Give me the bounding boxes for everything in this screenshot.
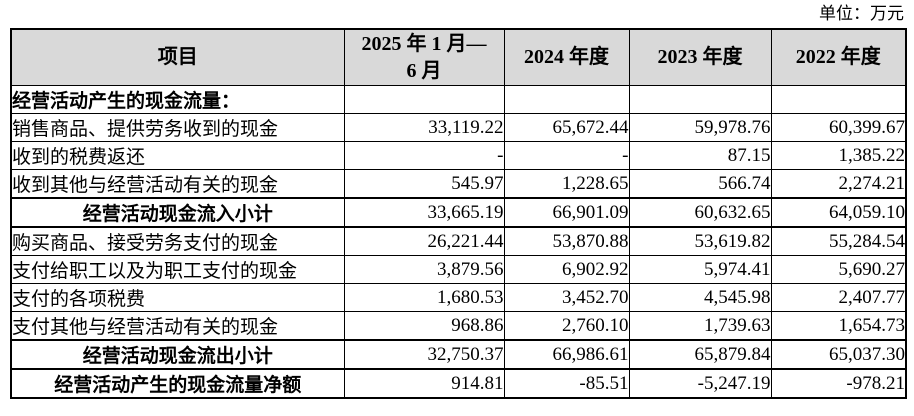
row-value: 55,284.54 xyxy=(770,226,907,256)
row-value: 60,399.67 xyxy=(770,113,907,142)
row-value: 60,632.65 xyxy=(628,197,772,228)
table-row: 经营活动产生的现金流量： xyxy=(10,85,907,114)
row-value: -85.51 xyxy=(503,368,630,399)
row-value: 5,974.41 xyxy=(628,255,772,284)
row-value xyxy=(628,85,772,114)
table-row: 经营活动现金流出小计 32,750.37 66,986.61 65,879.84 65,… xyxy=(10,339,907,370)
table-row: 经营活动现金流入小计 33,665.19 66,901.09 60,632.65 64,… xyxy=(10,197,907,228)
row-label: 收到其他与经营活动有关的现金 xyxy=(10,169,345,199)
row-label: 经营活动产生的现金流量净额 xyxy=(10,368,345,399)
row-value: 1,654.73 xyxy=(770,311,907,341)
row-value: -5,247.19 xyxy=(628,368,772,399)
row-label: 支付给职工以及为职工支付的现金 xyxy=(10,255,345,284)
row-value: - xyxy=(343,141,505,170)
row-label: 销售商品、提供劳务收到的现金 xyxy=(10,113,345,142)
row-value: 53,870.88 xyxy=(503,226,630,256)
row-value: 2,274.21 xyxy=(770,169,907,199)
row-value: 33,665.19 xyxy=(343,197,505,228)
row-value xyxy=(503,85,630,114)
row-value xyxy=(343,85,505,114)
row-value: -978.21 xyxy=(770,368,907,399)
row-value: 545.97 xyxy=(343,169,505,199)
row-value: 2,407.77 xyxy=(770,283,907,312)
row-value: 53,619.82 xyxy=(628,226,772,256)
column-header-2024: 2024 年度 xyxy=(503,28,630,86)
row-value: 3,879.56 xyxy=(343,255,505,284)
unit-label: 单位：万元 xyxy=(819,4,904,23)
row-label: 收到的税费返还 xyxy=(10,141,345,170)
row-value: 65,879.84 xyxy=(628,339,772,370)
row-value xyxy=(770,85,907,114)
column-header-2025-h1: 2025 年 1 月— 6 月 xyxy=(343,28,505,86)
table-row: 经营活动产生的现金流量净额 914.81 -85.51 -5,247.19 -978.2… xyxy=(10,368,907,399)
row-value: - xyxy=(503,141,630,170)
row-value: 5,690.27 xyxy=(770,255,907,284)
table-row: 支付其他与经营活动有关的现金 968.86 2,760.10 1,739.63 1,65… xyxy=(10,311,907,341)
row-value: 914.81 xyxy=(343,368,505,399)
table-row: 支付的各项税费 1,680.53 3,452.70 4,545.98 2,407.77 xyxy=(10,283,907,312)
row-value: 66,901.09 xyxy=(503,197,630,228)
table-row: 支付给职工以及为职工支付的现金 3,879.56 6,902.92 5,974.41 5… xyxy=(10,255,907,284)
row-value: 2,760.10 xyxy=(503,311,630,341)
table-row: 销售商品、提供劳务收到的现金 33,119.22 65,672.44 59,978.7… xyxy=(10,113,907,142)
column-header-2022: 2022 年度 xyxy=(770,28,907,86)
cash-flow-table: 项目 2025 年 1 月— 6 月 2024 年度 2023 年度 2022 … xyxy=(10,28,907,399)
row-value: 33,119.22 xyxy=(343,113,505,142)
table-row: 收到其他与经营活动有关的现金 545.97 1,228.65 566.74 2,274.… xyxy=(10,169,907,199)
table-row: 购买商品、接受劳务支付的现金 26,221.44 53,870.88 53,619.8… xyxy=(10,226,907,256)
row-value: 1,228.65 xyxy=(503,169,630,199)
row-value: 4,545.98 xyxy=(628,283,772,312)
row-label: 经营活动现金流入小计 xyxy=(10,197,345,228)
row-label: 经营活动现金流出小计 xyxy=(10,339,345,370)
row-value: 566.74 xyxy=(628,169,772,199)
table-header-row: 项目 2025 年 1 月— 6 月 2024 年度 2023 年度 2022 … xyxy=(10,28,907,86)
row-value: 65,037.30 xyxy=(770,339,907,370)
column-header-item: 项目 xyxy=(10,28,345,86)
row-label: 经营活动产生的现金流量： xyxy=(10,85,345,114)
row-value: 87.15 xyxy=(628,141,772,170)
row-value: 3,452.70 xyxy=(503,283,630,312)
row-value: 1,385.22 xyxy=(770,141,907,170)
row-value: 1,739.63 xyxy=(628,311,772,341)
row-label: 购买商品、接受劳务支付的现金 xyxy=(10,226,345,256)
row-value: 26,221.44 xyxy=(343,226,505,256)
row-label: 支付的各项税费 xyxy=(10,283,345,312)
row-value: 32,750.37 xyxy=(343,339,505,370)
row-value: 64,059.10 xyxy=(770,197,907,228)
row-value: 66,986.61 xyxy=(503,339,630,370)
row-value: 59,978.76 xyxy=(628,113,772,142)
row-value: 6,902.92 xyxy=(503,255,630,284)
row-value: 1,680.53 xyxy=(343,283,505,312)
row-value: 968.86 xyxy=(343,311,505,341)
column-header-2023: 2023 年度 xyxy=(628,28,772,86)
row-label: 支付其他与经营活动有关的现金 xyxy=(10,311,345,341)
row-value: 65,672.44 xyxy=(503,113,630,142)
table-row: 收到的税费返还 - -87.15 1,385.22 xyxy=(10,141,907,170)
